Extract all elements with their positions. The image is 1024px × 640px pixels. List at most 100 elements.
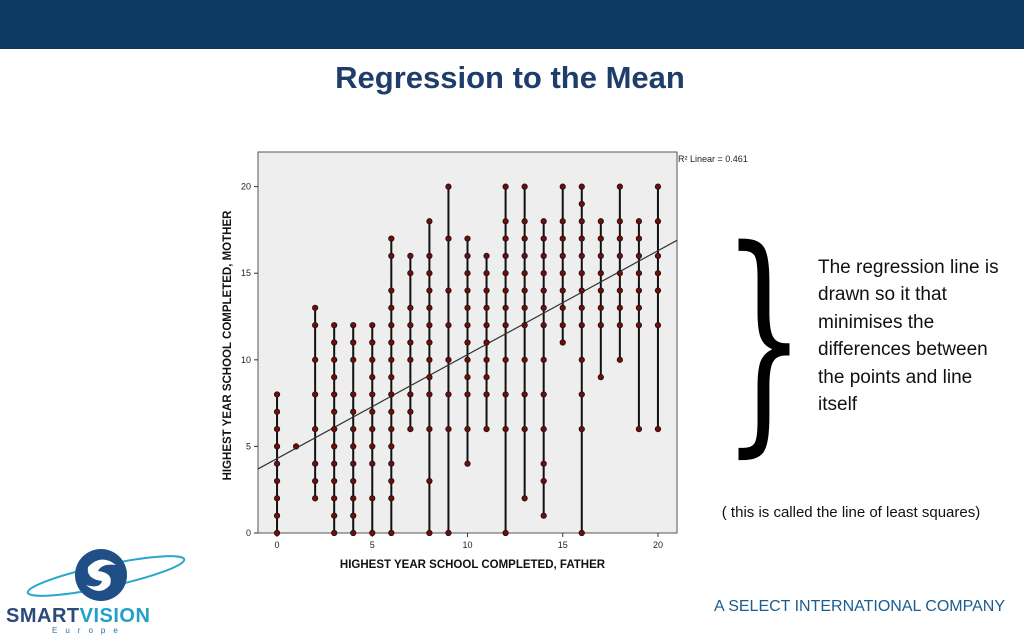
data-point — [388, 460, 395, 467]
data-point — [350, 391, 357, 398]
data-point — [388, 529, 395, 537]
data-point — [502, 391, 509, 398]
data-point — [312, 356, 319, 363]
data-point — [635, 218, 643, 225]
data-point — [597, 252, 604, 260]
data-point — [350, 339, 357, 346]
data-point — [654, 425, 662, 433]
data-point — [502, 304, 509, 311]
data-point — [502, 322, 509, 329]
data-point — [521, 252, 528, 260]
data-point — [597, 270, 604, 277]
data-point — [464, 304, 471, 311]
data-point — [559, 183, 566, 190]
data-point — [369, 460, 376, 467]
data-point — [521, 425, 528, 433]
data-point — [654, 322, 662, 329]
data-point — [464, 460, 471, 467]
data-point — [292, 443, 300, 450]
data-point — [559, 270, 566, 277]
footer-tagline: A SELECT INTERNATIONAL COMPANY — [713, 598, 1005, 615]
data-point — [350, 408, 357, 415]
data-point — [578, 356, 585, 363]
data-point — [654, 218, 662, 225]
data-point — [388, 287, 395, 294]
data-point — [540, 252, 547, 260]
data-point — [445, 356, 452, 363]
data-point — [635, 287, 643, 294]
data-point — [616, 252, 623, 260]
data-point — [464, 322, 471, 329]
data-point — [654, 252, 662, 260]
data-point — [578, 218, 585, 225]
data-point — [502, 218, 509, 225]
data-point — [616, 270, 623, 277]
data-point — [483, 252, 490, 260]
data-point — [426, 252, 433, 260]
data-point — [521, 183, 528, 190]
data-point — [578, 391, 585, 398]
logo-swirl-icon — [26, 549, 186, 601]
data-point — [388, 235, 395, 242]
data-point — [559, 339, 566, 346]
data-point — [483, 322, 490, 329]
x-tick-label: 15 — [558, 540, 568, 550]
data-point — [635, 425, 643, 433]
data-point — [426, 529, 433, 537]
data-point — [426, 391, 433, 398]
data-point — [483, 425, 490, 433]
data-point — [312, 304, 319, 311]
data-point — [502, 356, 509, 363]
data-point — [273, 443, 281, 450]
data-point — [635, 252, 643, 260]
data-point — [654, 270, 662, 277]
data-point — [464, 252, 471, 260]
data-point — [559, 218, 566, 225]
data-point — [350, 443, 357, 450]
curly-brace: } — [722, 198, 806, 478]
data-point — [616, 218, 623, 225]
data-point — [635, 304, 643, 311]
data-point — [331, 374, 338, 381]
data-point — [312, 460, 319, 467]
x-axis-label: HIGHEST YEAR SCHOOL COMPLETED, FATHER — [340, 559, 606, 571]
data-point — [369, 443, 376, 450]
data-point — [578, 252, 585, 260]
data-point — [331, 460, 338, 467]
data-point — [559, 304, 566, 311]
y-axis-label: HIGHEST YEAR SCHOOL COMPLETED, MOTHER — [222, 210, 234, 481]
scatter-chart: 0 5 10 15 20 0 5 10 15 20 R² Linear = 0.461 HIGHEST… — [222, 151, 748, 571]
data-point — [483, 391, 490, 398]
data-point — [350, 356, 357, 363]
data-point — [540, 391, 547, 398]
data-point — [521, 235, 528, 242]
x-tick-label: 10 — [462, 540, 472, 550]
data-point — [369, 322, 376, 329]
data-point — [540, 477, 547, 485]
data-point — [273, 425, 281, 433]
data-point — [273, 477, 281, 485]
data-point — [540, 460, 547, 467]
data-point — [578, 322, 585, 329]
data-point — [331, 391, 338, 398]
data-point — [273, 512, 281, 519]
data-point — [521, 287, 528, 294]
data-point — [407, 356, 414, 363]
data-point — [502, 235, 509, 242]
data-point — [616, 322, 623, 329]
data-point — [369, 529, 376, 537]
logo-wordmark: SMARTVISION — [6, 605, 151, 627]
data-point — [578, 304, 585, 311]
data-point — [331, 477, 338, 485]
data-point — [388, 339, 395, 346]
data-point — [483, 374, 490, 381]
data-point — [388, 304, 395, 311]
data-point — [273, 391, 281, 398]
data-point — [559, 322, 566, 329]
data-point — [616, 356, 623, 363]
data-point — [521, 218, 528, 225]
data-point — [540, 218, 547, 225]
least-squares-note: ( this is called the line of least squar… — [721, 504, 981, 521]
data-point — [331, 408, 338, 415]
data-point — [350, 322, 357, 329]
